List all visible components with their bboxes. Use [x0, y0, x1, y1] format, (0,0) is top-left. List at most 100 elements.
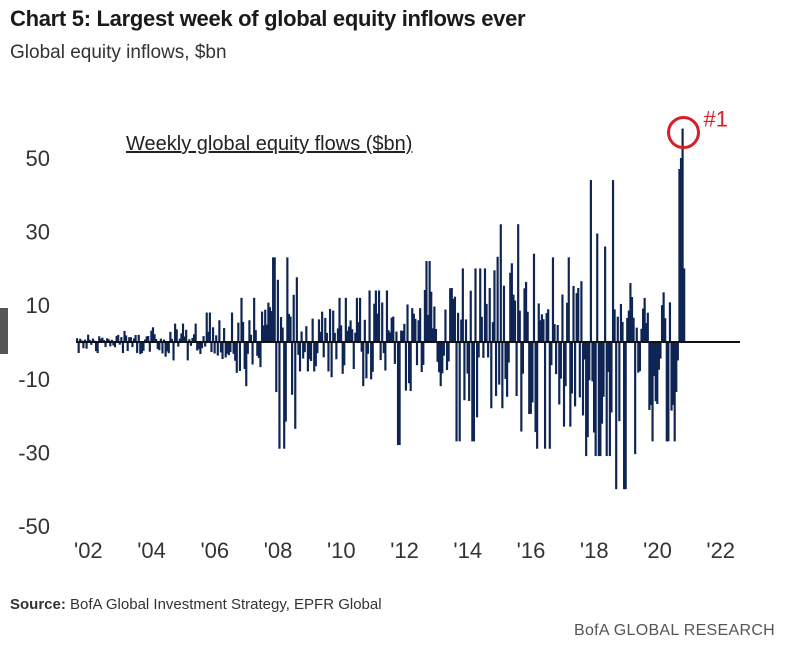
y-tick-label: -10: [18, 367, 50, 392]
bar: [607, 342, 610, 372]
bar: [278, 342, 281, 449]
bar: [90, 342, 93, 345]
bar: [564, 342, 567, 387]
bar: [230, 312, 234, 342]
bar: [578, 342, 581, 398]
bar: [649, 342, 653, 406]
bar: [166, 342, 169, 352]
bar: [510, 263, 513, 342]
bars-group: [76, 128, 686, 490]
bar: [472, 342, 475, 442]
bar: [270, 311, 273, 342]
bar: [662, 292, 665, 342]
bar: [204, 342, 207, 347]
x-tick-label: '14: [453, 538, 482, 563]
bar: [521, 342, 525, 374]
bar: [450, 287, 453, 342]
bar: [654, 342, 657, 402]
bar: [308, 342, 311, 360]
bar: [344, 297, 347, 342]
bar: [211, 327, 215, 342]
bar: [302, 342, 305, 359]
bar: [115, 336, 118, 342]
bar: [376, 313, 379, 342]
bar: [498, 342, 501, 385]
bar: [137, 334, 140, 342]
bar: [140, 342, 143, 354]
bar: [539, 320, 542, 342]
bar: [379, 342, 382, 361]
bar: [223, 328, 226, 342]
bar: [485, 303, 488, 342]
bar: [121, 342, 125, 354]
chart-svg: 50 30 10 -10 -30 -50 '02 '04 '06 '08 '10 '12 '14 '16…: [18, 107, 740, 563]
bar: [276, 279, 279, 342]
bar: [298, 342, 302, 372]
bar: [346, 330, 349, 342]
bar: [507, 342, 510, 363]
bar: [640, 328, 643, 342]
bar: [199, 342, 202, 354]
bar: [237, 322, 240, 342]
bar: [613, 309, 616, 342]
bar: [384, 342, 387, 371]
bar: [615, 342, 618, 490]
bar: [377, 290, 381, 342]
bar: [341, 342, 344, 374]
bar: [449, 288, 452, 342]
bar: [566, 302, 569, 342]
bar: [303, 342, 306, 353]
bar: [653, 342, 656, 377]
bar: [482, 342, 485, 358]
bar: [436, 342, 439, 362]
bar: [82, 342, 85, 349]
bar: [555, 342, 558, 375]
bar: [125, 335, 128, 342]
bar: [224, 342, 227, 358]
bar: [567, 257, 570, 342]
bar: [83, 339, 87, 342]
bar: [668, 302, 672, 342]
y-tick-label: 50: [26, 146, 50, 171]
x-axis-ticks: '02 '04 '06 '08 '10 '12 '14 '16 '18 '20 '22: [74, 538, 735, 563]
bar: [678, 169, 681, 342]
bar: [616, 316, 619, 342]
bar: [683, 268, 686, 342]
bar: [575, 293, 578, 342]
x-tick-label: '12: [390, 538, 419, 563]
bar: [425, 261, 428, 342]
bar: [279, 317, 283, 342]
bar: [117, 334, 120, 342]
bar: [172, 342, 175, 361]
x-tick-label: '20: [643, 538, 672, 563]
bar: [496, 256, 499, 342]
bar: [471, 342, 474, 442]
bar: [330, 342, 333, 378]
bar: [411, 308, 414, 342]
bar: [260, 311, 264, 342]
bar: [561, 294, 564, 342]
bar: [178, 338, 181, 342]
bar: [569, 342, 572, 427]
bar: [248, 320, 251, 342]
bar: [227, 342, 230, 356]
bar: [441, 342, 444, 374]
bar: [618, 342, 621, 422]
bar: [235, 342, 238, 373]
bar: [275, 342, 278, 393]
bar: [381, 302, 384, 342]
bar: [289, 316, 292, 342]
bar: [99, 338, 102, 342]
bar: [295, 277, 298, 342]
bar: [294, 342, 297, 429]
source-label: Source:: [10, 596, 66, 613]
bar: [480, 316, 483, 342]
bar: [113, 342, 117, 348]
bar: [559, 342, 562, 379]
bar: [88, 339, 91, 342]
bar: [431, 328, 434, 342]
bar: [634, 342, 637, 455]
bar: [406, 304, 409, 342]
bar: [600, 342, 604, 424]
bar: [159, 338, 162, 342]
